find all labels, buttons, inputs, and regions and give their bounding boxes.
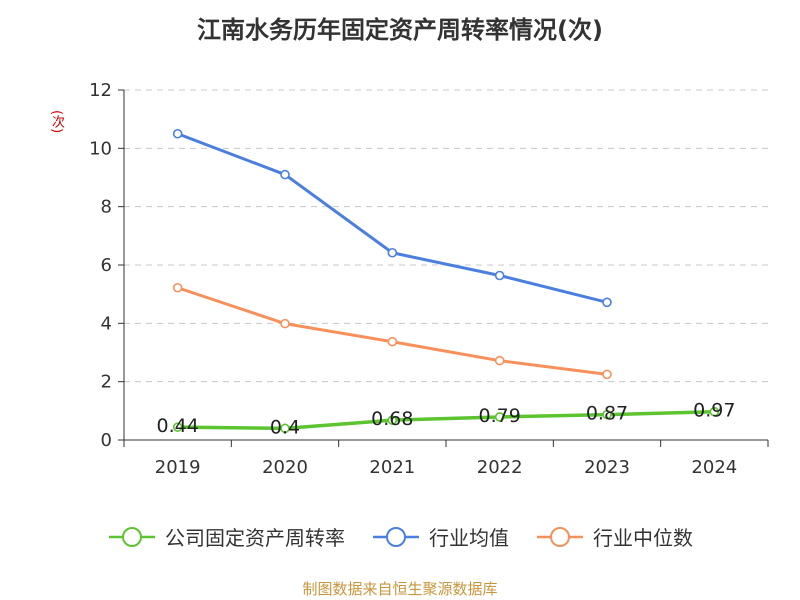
series-line [177,132,608,304]
data-label: 0.87 [586,403,628,425]
legend-label: 行业中位数 [593,526,693,550]
x-tick-label: 2024 [691,457,737,478]
y-tick-label: 6 [101,255,112,276]
data-label: 0.4 [270,416,300,438]
y-tick-label: 10 [89,138,112,159]
axes: 0 2 4 6 8 10 12 2019 2020 2021 2022 2023 2024 [89,80,769,478]
data-point [280,423,290,434]
data-point [494,270,505,281]
data-label: 0.79 [479,405,521,427]
legend-swatch-marker [122,526,142,547]
series-line [177,409,715,431]
x-tick-label: 2019 [155,457,201,478]
legend-label: 行业均值 [429,526,509,550]
source-note: 制图数据来自恒生聚源数据库 [302,580,498,598]
data-point [387,336,398,347]
data-point [494,355,505,366]
data-point [280,318,290,329]
y-axis-unit-label: (次) [49,110,64,134]
legend: 公司固定资产周转率 行业均值 行业中位数 [0,522,800,551]
series-line [177,286,608,376]
legend-swatch-icon [537,526,583,547]
data-point [602,409,612,420]
data-label: 0.44 [157,415,199,437]
data-point [172,128,183,139]
legend-swatch-marker [550,526,570,547]
legend-item[interactable]: 公司固定资产周转率 [107,522,345,551]
data-label: 0.68 [371,408,413,430]
data-point [602,369,612,380]
data-point [172,282,183,293]
x-tick-label: 2022 [477,457,523,478]
y-tick-label: 0 [101,430,112,451]
y-tick-label: 2 [101,372,112,393]
data-point [709,406,720,417]
data-point [387,415,398,425]
legend-label: 公司固定资产周转率 [165,526,345,550]
legend-swatch-icon [109,526,155,547]
chart-title: 江南水务历年固定资产周转率情况(次) [197,16,603,44]
legend-item[interactable]: 行业均值 [371,522,509,551]
data-point [387,247,398,258]
grid-lines [124,89,768,383]
legend-swatch-marker [386,526,406,547]
y-tick-label: 4 [101,313,112,334]
data-point [494,412,505,422]
data-point [602,297,612,308]
x-tick-label: 2021 [369,457,415,478]
y-tick-label: 8 [101,197,112,218]
x-tick-label: 2020 [262,457,308,478]
data-labels: 0.44 0.4 0.68 0.79 0.87 0.97 [157,400,736,439]
legend-item[interactable]: 行业中位数 [535,522,693,551]
data-point [280,169,290,180]
data-point [172,422,183,432]
x-tick-label: 2023 [584,457,630,478]
legend-swatch-icon [373,526,419,547]
data-label: 0.97 [693,400,735,422]
y-tick-label: 12 [89,80,112,101]
series-lines [172,128,720,434]
